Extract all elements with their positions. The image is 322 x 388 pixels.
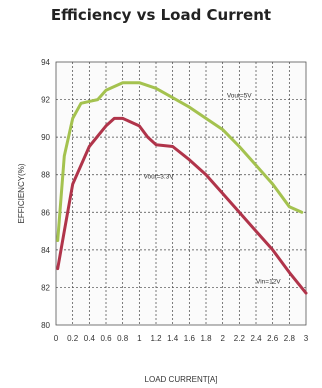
- x-tick-label: 2.2: [234, 334, 246, 343]
- x-tick-label: 3: [304, 334, 309, 343]
- y-axis-label: EFFICIENCY(%): [17, 163, 26, 223]
- annotation-label: Vout=3.3V: [144, 173, 175, 180]
- y-tick-label: 80: [41, 321, 50, 330]
- annotation-label: Vin=12V: [256, 279, 281, 286]
- x-tick-label: 0.4: [84, 334, 96, 343]
- x-tick-label: 0: [54, 334, 59, 343]
- chart-title: Efficiency vs Load Current: [50, 6, 272, 24]
- plot-area: [55, 61, 307, 326]
- x-tick-label: 2: [220, 334, 225, 343]
- x-tick-label: 2.6: [267, 334, 279, 343]
- y-tick-label: 90: [41, 133, 50, 142]
- x-tick-label: 1: [137, 334, 142, 343]
- y-tick-label: 86: [41, 208, 50, 217]
- x-tick-label: 1.8: [200, 334, 212, 343]
- series-line-vout-3-3v: [56, 116, 308, 295]
- y-tick-label: 94: [41, 58, 50, 67]
- series-line-vout-5v: [56, 81, 304, 242]
- x-tick-label: 2.4: [250, 334, 262, 343]
- x-tick-label: 2.8: [284, 334, 296, 343]
- x-tick-label: 0.2: [67, 334, 79, 343]
- annotation-label: Vout=5V: [227, 93, 252, 100]
- y-tick-label: 88: [41, 171, 50, 180]
- x-tick-label: 1.6: [184, 334, 196, 343]
- y-tick-label: 84: [41, 246, 50, 255]
- x-tick-label: 1.4: [167, 334, 179, 343]
- x-tick-label: 1.2: [150, 334, 162, 343]
- x-tick-label: 0.8: [117, 334, 129, 343]
- y-tick-label: 82: [41, 283, 50, 292]
- x-tick-label: 0.6: [100, 334, 112, 343]
- y-tick-label: 92: [41, 96, 50, 105]
- x-axis-label: LOAD CURRENT[A]: [145, 375, 218, 384]
